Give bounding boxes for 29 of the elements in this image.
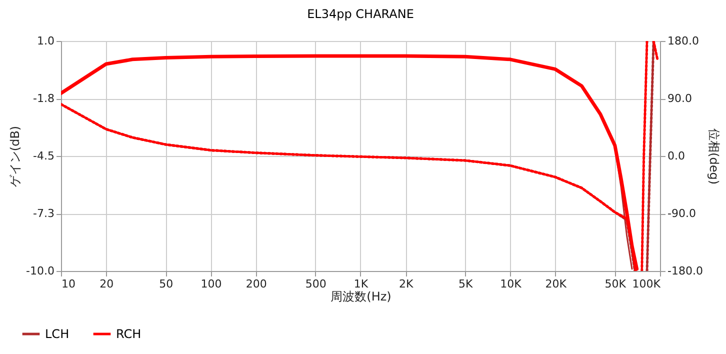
legend-label: RCH [116, 327, 142, 341]
x-axis-title: 周波数(Hz) [330, 290, 392, 304]
y2-tick-label: 180.0 [668, 34, 699, 48]
x-tick-label: 20K [545, 278, 568, 290]
y2-tick-label: 0.0 [668, 150, 685, 162]
x-tick-label: 5K [458, 278, 474, 290]
y-tick-label: -7.3 [33, 207, 54, 220]
legend-label: LCH [45, 327, 70, 341]
y-tick-label: 1.0 [37, 34, 54, 48]
x-tick-label: 20 [100, 278, 114, 290]
y-tick-label: -4.5 [33, 150, 54, 162]
y-tick-label: -1.8 [33, 92, 54, 105]
y2-tick-label: 90.0 [668, 92, 692, 105]
x-tick-label: 200 [246, 278, 267, 290]
x-tick-label: 100 [200, 278, 222, 290]
chart-title: EL34pp CHARANE [307, 7, 414, 21]
y-axis-title: ゲイン(dB) [8, 126, 22, 188]
x-tick-label: 50K [604, 278, 627, 290]
x-tick-label: 100K [632, 278, 662, 290]
x-tick-label: 2K [398, 278, 414, 290]
x-tick-label: 500 [305, 278, 326, 290]
y-tick-label: -10.0 [26, 264, 54, 278]
x-tick-label: 10 [62, 278, 76, 290]
y2-axis-title: 位相(deg) [706, 128, 721, 184]
y2-tick-label: -90.0 [668, 207, 696, 220]
x-tick-label: 10K [500, 278, 522, 290]
x-tick-label: 50 [159, 278, 174, 290]
y2-tick-label: -180.0 [668, 264, 703, 278]
x-tick-label: 1K [354, 278, 369, 290]
